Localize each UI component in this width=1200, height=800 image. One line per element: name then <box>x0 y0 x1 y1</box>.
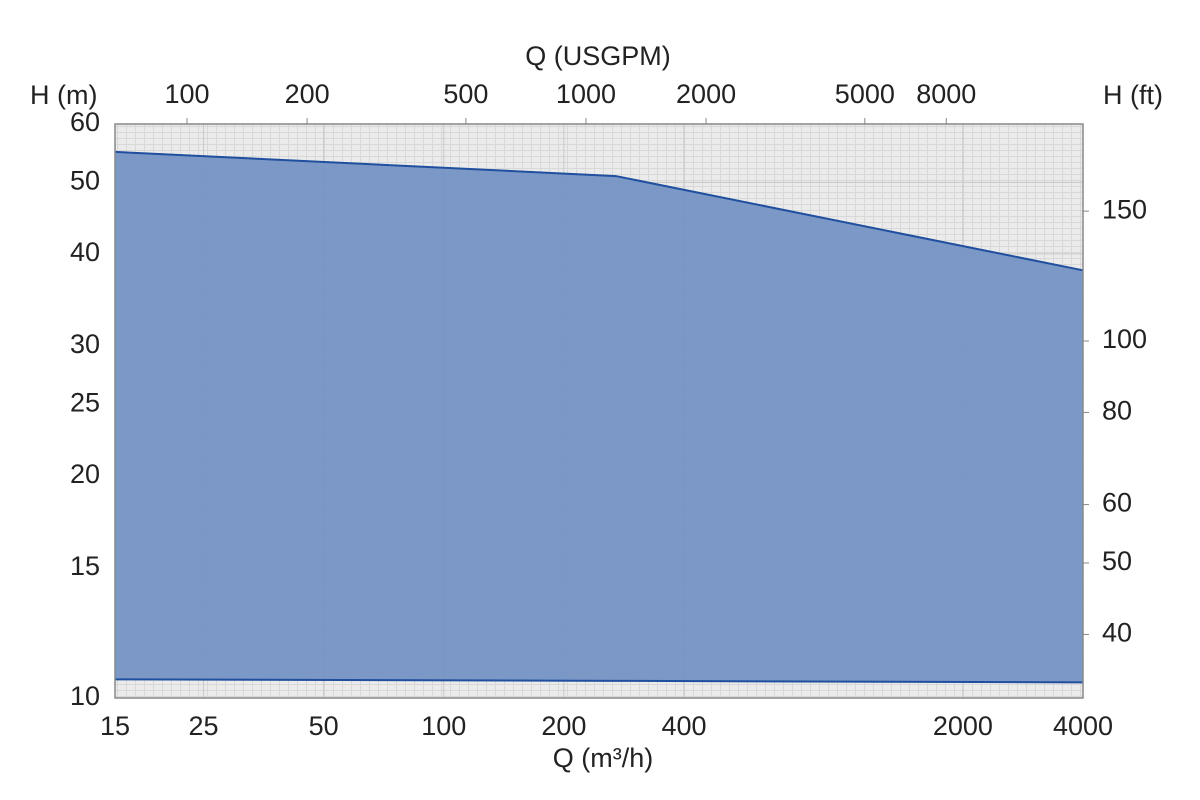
x2-tick-label: 2000 <box>676 79 736 109</box>
x2-axis-title: Q (USGPM) <box>525 41 671 71</box>
y-tick-label: 30 <box>70 329 100 359</box>
y-tick-label: 50 <box>70 166 100 196</box>
y-tick-label: 20 <box>70 459 100 489</box>
y-tick-label: 15 <box>70 551 100 581</box>
y-tick-label: 10 <box>70 681 100 711</box>
y-tick-label: 60 <box>70 107 100 137</box>
x-tick-label: 50 <box>309 711 339 741</box>
y-axis-title: H (m) <box>30 80 97 110</box>
x-axis-title: Q (m³/h) <box>553 743 654 773</box>
y2-tick-label: 80 <box>1102 396 1132 426</box>
x2-tick-label: 8000 <box>916 79 976 109</box>
x2-tick-label: 1000 <box>556 79 616 109</box>
y2-tick-label: 40 <box>1102 618 1132 648</box>
x-tick-label: 200 <box>541 711 586 741</box>
boundary-line <box>114 150 1084 272</box>
x-tick-label: 4000 <box>1053 711 1113 741</box>
y-tick-label: 25 <box>70 388 100 418</box>
x-tick-label: 25 <box>188 711 218 741</box>
x-tick-label: 2000 <box>933 711 993 741</box>
y2-tick-label: 150 <box>1102 194 1147 224</box>
x-tick-label: 400 <box>661 711 706 741</box>
range-fill <box>115 151 1083 683</box>
x2-tick-label: 100 <box>164 79 209 109</box>
x2-tick-label: 5000 <box>835 79 895 109</box>
x-tick-label: 100 <box>421 711 466 741</box>
y2-axis-title: H (ft) <box>1103 80 1163 110</box>
y-tick-label: 40 <box>70 237 100 267</box>
x2-tick-label: 200 <box>285 79 330 109</box>
y2-tick-label: 50 <box>1102 546 1132 576</box>
y2-tick-label: 60 <box>1102 488 1132 518</box>
x2-tick-label: 500 <box>443 79 488 109</box>
x-tick-label: 15 <box>100 711 130 741</box>
plot-frame <box>114 123 1084 699</box>
boundary-line <box>114 678 1084 684</box>
y2-tick-label: 100 <box>1102 324 1147 354</box>
